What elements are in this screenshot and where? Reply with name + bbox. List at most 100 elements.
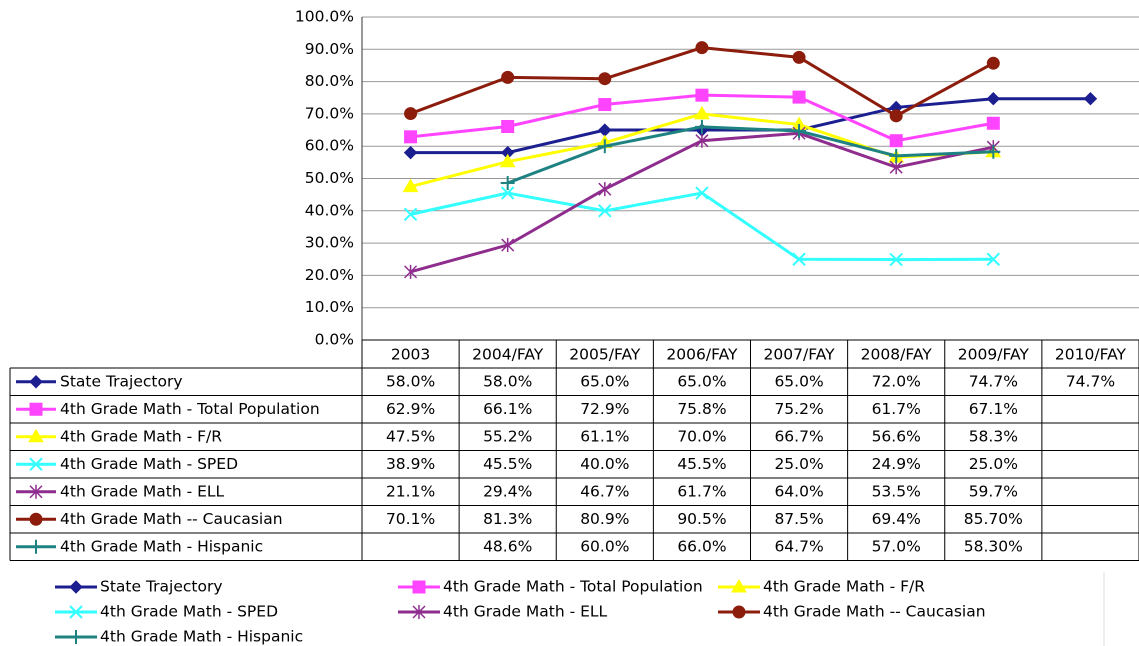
marker — [695, 41, 709, 55]
marker — [792, 252, 806, 266]
y-tick-label: 40.0% — [305, 201, 354, 219]
marker — [499, 153, 516, 168]
data-label: 57.0% — [872, 537, 921, 555]
row-label: 4th Grade Math - Total Population — [60, 400, 320, 418]
data-label: 85.70% — [964, 510, 1023, 528]
data-label: 29.4% — [483, 482, 532, 500]
marker — [792, 90, 806, 104]
data-label: 90.5% — [677, 510, 726, 528]
y-tick-label: 0.0% — [315, 331, 354, 349]
data-label: 65.0% — [580, 372, 629, 390]
marker — [501, 119, 515, 133]
marker — [598, 204, 612, 218]
marker — [412, 580, 426, 594]
data-label: 45.5% — [483, 455, 532, 473]
legend-label: 4th Grade Math - SPED — [100, 603, 278, 621]
data-label: 38.9% — [386, 455, 435, 473]
marker — [29, 457, 43, 471]
marker — [69, 630, 83, 644]
row-label: 4th Grade Math - Hispanic — [60, 537, 263, 555]
marker — [986, 56, 1000, 70]
marker — [412, 605, 426, 619]
data-label: 60.0% — [580, 537, 629, 555]
data-label: 21.1% — [386, 482, 435, 500]
legend-label: 4th Grade Math - Hispanic — [100, 628, 303, 646]
marker — [402, 178, 419, 193]
marker — [598, 98, 612, 112]
data-label: 70.0% — [677, 427, 726, 445]
marker — [695, 88, 709, 102]
x-tick-label: 2010/FAY — [1055, 346, 1127, 364]
marker — [694, 119, 709, 134]
y-tick-label: 90.0% — [305, 40, 354, 58]
data-label: 72.0% — [872, 372, 921, 390]
y-tick-label: 20.0% — [305, 266, 354, 284]
y-tick-label: 80.0% — [305, 72, 354, 90]
y-tick-label: 70.0% — [305, 104, 354, 122]
x-tick-label: 2005/FAY — [569, 346, 641, 364]
data-label: 61.7% — [677, 482, 726, 500]
y-tick-label: 50.0% — [305, 169, 354, 187]
marker — [403, 145, 418, 160]
marker — [500, 186, 515, 200]
data-label: 65.0% — [677, 372, 726, 390]
x-tick-label: 2003 — [391, 346, 430, 364]
data-label: 48.6% — [483, 537, 532, 555]
marker — [597, 139, 612, 154]
data-label: 62.9% — [386, 400, 435, 418]
series-line — [410, 191, 994, 262]
marker — [404, 264, 418, 279]
data-label: 65.0% — [774, 372, 823, 390]
data-label: 66.7% — [774, 427, 823, 445]
x-tick-label: 2006/FAY — [666, 346, 738, 364]
marker — [1083, 92, 1098, 106]
data-label: 87.5% — [774, 510, 823, 528]
data-label: 25.0% — [969, 455, 1018, 473]
x-tick-label: 2009/FAY — [958, 346, 1030, 364]
data-label: 58.3% — [969, 427, 1018, 445]
marker — [694, 105, 710, 120]
marker — [695, 133, 709, 148]
data-label: 81.3% — [483, 510, 532, 528]
data-label: 58.0% — [483, 372, 532, 390]
data-label: 64.7% — [774, 537, 823, 555]
marker — [986, 116, 1000, 130]
marker — [29, 402, 43, 416]
data-label: 40.0% — [580, 455, 629, 473]
marker — [731, 579, 747, 593]
row-label: 4th Grade Math - SPED — [60, 455, 238, 473]
data-label: 64.0% — [774, 482, 823, 500]
marker — [404, 107, 418, 121]
data-label: 58.0% — [386, 372, 435, 390]
data-label: 80.9% — [580, 510, 629, 528]
marker — [69, 580, 83, 594]
marker — [29, 539, 43, 554]
marker — [69, 605, 83, 619]
data-label: 46.7% — [580, 482, 629, 500]
marker — [501, 238, 515, 253]
marker — [598, 72, 612, 86]
marker — [889, 109, 903, 123]
row-label: State Trajectory — [60, 372, 183, 390]
marker — [792, 124, 807, 139]
marker — [500, 176, 515, 191]
row-label: 4th Grade Math -- Caucasian — [60, 510, 283, 528]
data-label: 59.7% — [969, 482, 1018, 500]
data-label: 25.0% — [774, 455, 823, 473]
row-label: 4th Grade Math - ELL — [60, 482, 225, 500]
marker — [404, 130, 418, 144]
marker — [986, 92, 1001, 106]
data-label: 72.9% — [580, 400, 629, 418]
x-tick-label: 2004/FAY — [472, 346, 544, 364]
marker — [889, 252, 903, 267]
legend-label: 4th Grade Math - F/R — [763, 578, 925, 596]
data-label: 58.30% — [964, 537, 1023, 555]
marker — [792, 50, 806, 64]
y-tick-label: 100.0% — [295, 8, 354, 26]
data-label: 69.4% — [872, 510, 921, 528]
legend-label: 4th Grade Math -- Caucasian — [763, 603, 986, 621]
marker — [29, 375, 43, 389]
marker — [403, 207, 418, 222]
